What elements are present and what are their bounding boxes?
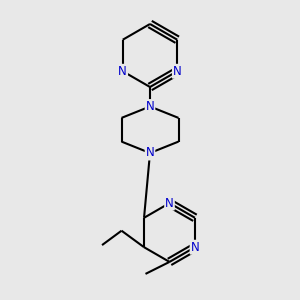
Text: N: N [146, 146, 154, 160]
Text: N: N [173, 65, 182, 78]
Text: N: N [118, 65, 127, 78]
Text: N: N [165, 196, 174, 210]
Text: N: N [190, 241, 199, 254]
Text: N: N [146, 100, 154, 113]
